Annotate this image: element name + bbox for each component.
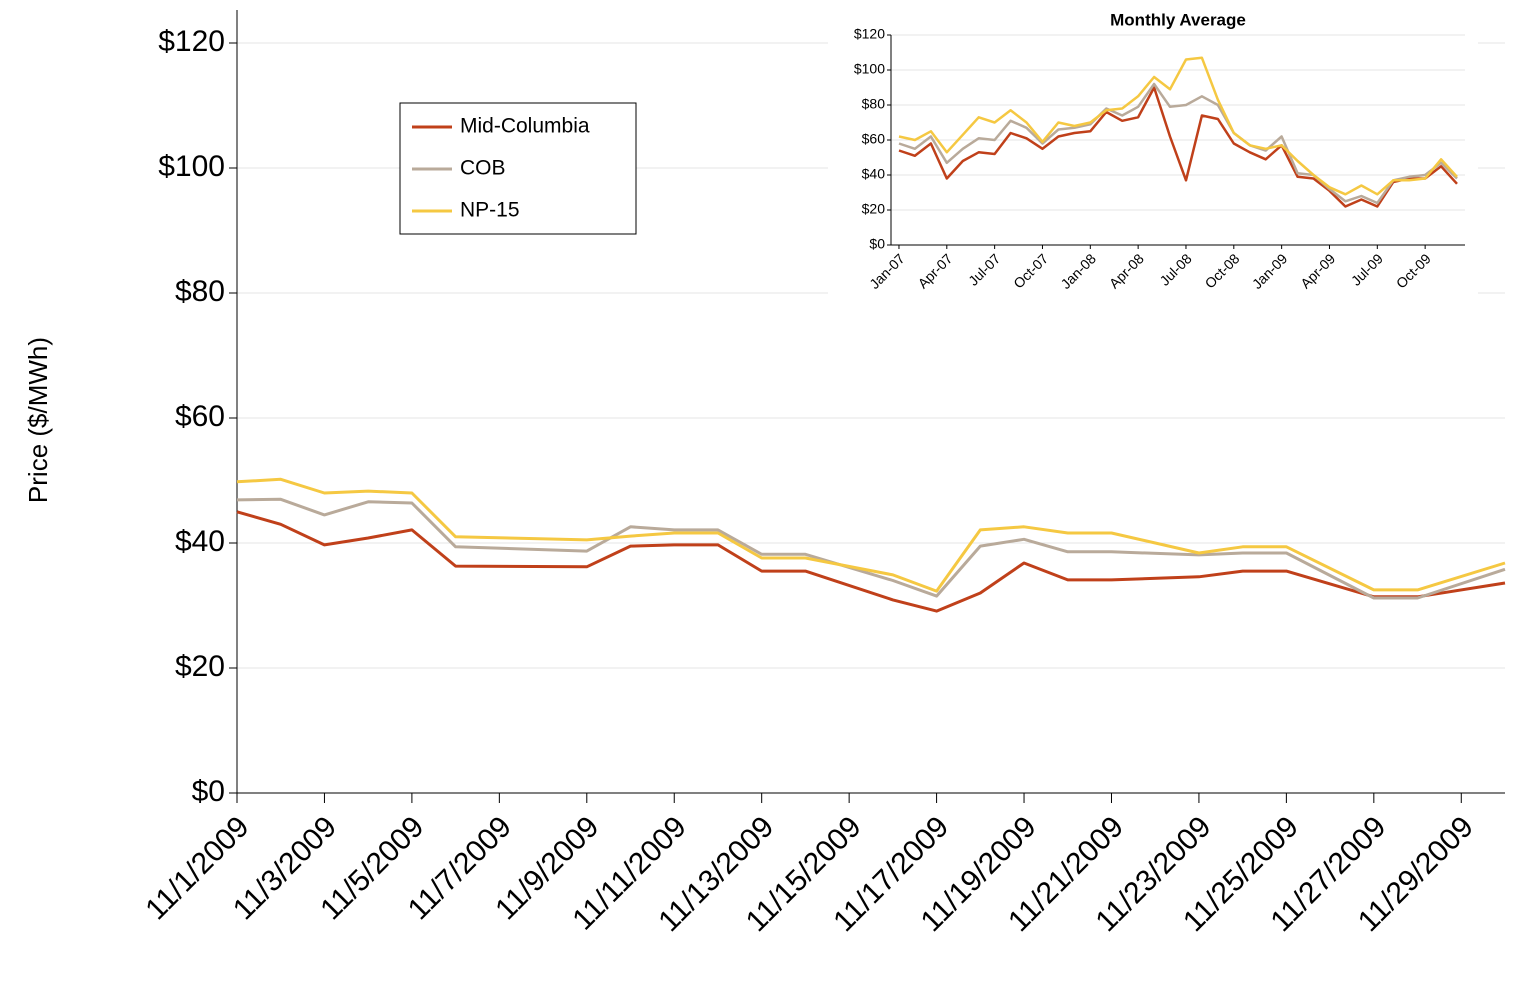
y-tick-label: $0 [192, 775, 225, 808]
y-tick-label: $20 [862, 201, 886, 217]
inset-background [828, 8, 1478, 346]
chart-title: Monthly Average [1110, 10, 1246, 29]
y-tick-label: $80 [175, 275, 225, 308]
series-line [236, 477, 1506, 593]
y-tick-label: $60 [862, 131, 886, 147]
series-line [898, 86, 1458, 208]
series-line [236, 497, 1506, 600]
y-tick-label: $40 [175, 525, 225, 558]
y-tick-label: $80 [862, 96, 886, 112]
series-line [236, 510, 1506, 613]
y-tick-label: $120 [158, 25, 225, 58]
y-tick-label: $20 [175, 650, 225, 683]
y-tick-label: $100 [854, 61, 885, 77]
y-tick-label: $60 [175, 400, 225, 433]
y-tick-label: $40 [862, 166, 886, 182]
y-tick-label: $0 [869, 236, 885, 252]
y-tick-label: $100 [158, 150, 225, 183]
series-line [898, 56, 1458, 196]
series-line [898, 82, 1458, 205]
legend-label: COB [460, 157, 506, 180]
legend-label: NP-15 [460, 199, 520, 222]
legend-label: Mid-Columbia [460, 115, 590, 138]
y-axis-title: Price ($/MWh) [23, 337, 53, 503]
y-tick-label: $120 [854, 26, 885, 42]
